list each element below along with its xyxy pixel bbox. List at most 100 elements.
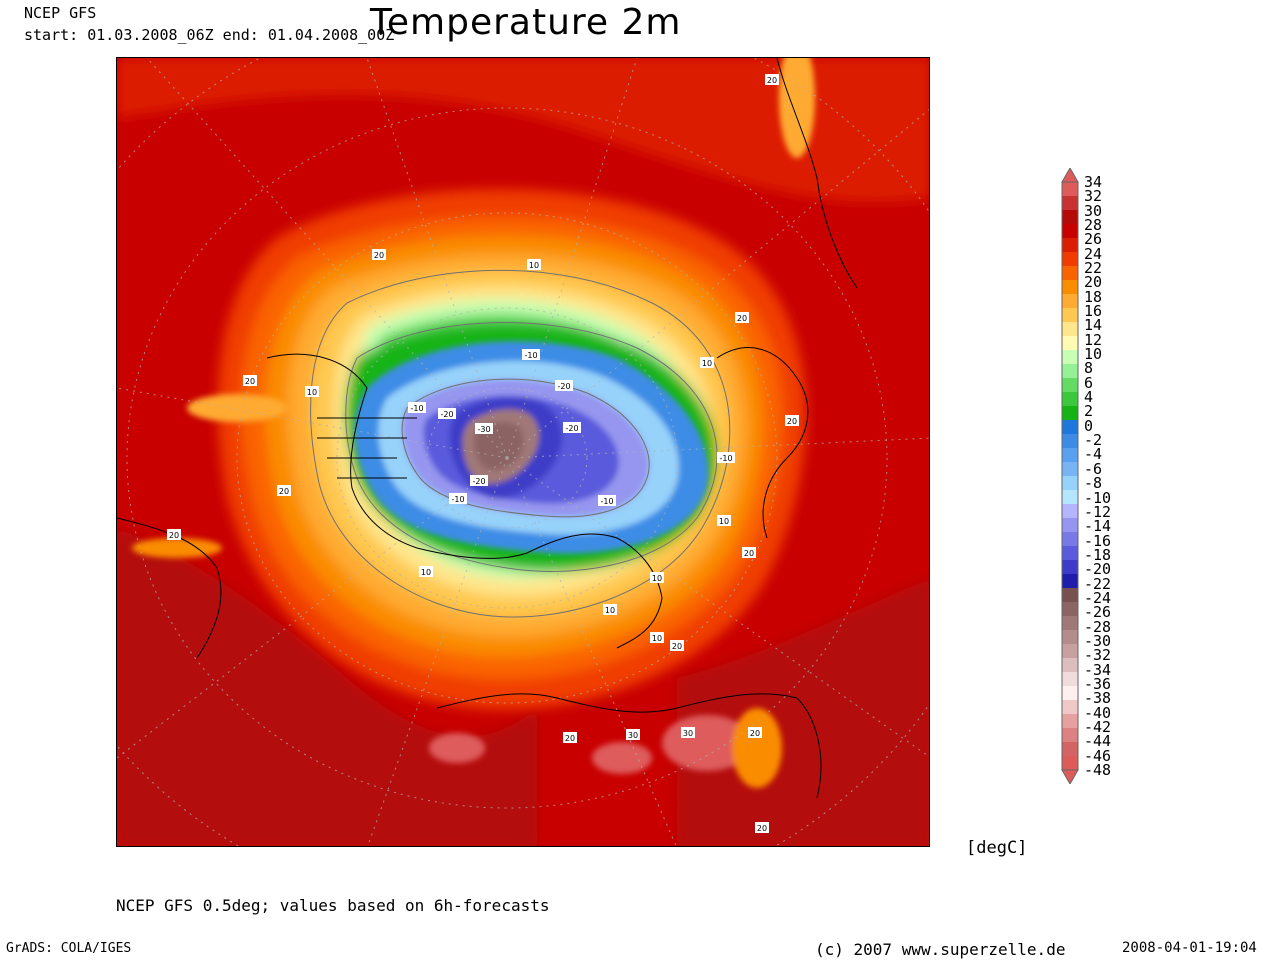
contour-label: 20 (245, 377, 255, 386)
legend-swatch (1062, 420, 1078, 435)
legend-swatch (1062, 252, 1078, 267)
legend-swatch (1062, 742, 1078, 757)
legend-arrow-top (1061, 168, 1079, 183)
legend-swatch (1062, 280, 1078, 295)
legend-swatch (1062, 490, 1078, 505)
legend-tick-label: -30 (1084, 631, 1112, 650)
legend-tick-label: 6 (1084, 373, 1094, 392)
legend-swatch (1062, 210, 1078, 225)
contour-label: -10 (600, 497, 613, 506)
legend-tick-label: -28 (1084, 617, 1112, 636)
legend-tick-label: -4 (1084, 445, 1103, 464)
contour-label: -10 (524, 351, 537, 360)
legend-swatch (1062, 616, 1078, 631)
legend-swatch (1062, 728, 1078, 743)
legend-swatch (1062, 560, 1078, 575)
contour-label: -20 (440, 410, 453, 419)
contour-label: 20 (744, 549, 754, 558)
contour-label: -20 (472, 477, 485, 486)
legend-swatch (1062, 238, 1078, 253)
legend-swatch (1062, 588, 1078, 603)
legend-tick-label: 34 (1084, 173, 1103, 191)
contour-label: 10 (529, 261, 539, 270)
contour-label: 20 (169, 531, 179, 540)
legend-swatch (1062, 266, 1078, 281)
software-credit: GrADS: COLA/IGES (6, 941, 132, 956)
legend-swatch (1062, 462, 1078, 477)
legend-swatch (1062, 518, 1078, 533)
legend-swatch (1062, 406, 1078, 421)
model-source: NCEP GFS (24, 4, 97, 22)
contour-label: 10 (605, 606, 615, 615)
legend-colorbar (1061, 168, 1079, 784)
legend-tick-label: 8 (1084, 359, 1094, 378)
legend-arrow-bottom (1061, 769, 1079, 784)
contour-label: 10 (307, 388, 317, 397)
legend-swatch (1062, 532, 1078, 547)
legend-tick-label: 22 (1084, 259, 1103, 278)
contour-label: 20 (374, 251, 384, 260)
legend-tick-label: 2 (1084, 402, 1094, 421)
legend-tick-label: -12 (1084, 502, 1112, 521)
color-legend: 34 32 30 28 26 24 22 20 18 16 14 12 10 8 6 4 2 0 -2 -4 -6 -8-… (1060, 168, 1220, 784)
copyright: (c) 2007 www.superzelle.de (815, 940, 1066, 959)
legend-tick-label: -18 (1084, 545, 1112, 564)
legend-tick-label: 32 (1084, 187, 1103, 206)
polar-cold-core (354, 341, 709, 554)
legend-swatch (1062, 392, 1078, 407)
legend-swatch (1062, 322, 1078, 337)
contour-label: -30 (477, 425, 490, 434)
legend-swatch (1062, 196, 1078, 211)
legend-unit: [degC] (966, 838, 1028, 858)
legend-swatch (1062, 756, 1078, 771)
temperature-map: 20 20 20 20 20 20 20 20 20 20 20 20 30 3… (116, 57, 930, 847)
legend-tick-label: 12 (1084, 330, 1103, 349)
contour-label: 20 (279, 487, 289, 496)
graticule (117, 58, 929, 846)
legend-swatch (1062, 224, 1078, 239)
legend-tick-label: 10 (1084, 345, 1103, 364)
legend-swatch (1062, 574, 1078, 589)
legend-tick-label: 26 (1084, 230, 1103, 249)
legend-tick-label: 30 (1084, 201, 1103, 220)
legend-tick-label: -6 (1084, 459, 1103, 478)
legend-swatch (1062, 672, 1078, 687)
legend-swatch (1062, 308, 1078, 323)
legend-tick-label: -16 (1084, 531, 1112, 550)
legend-swatch (1062, 336, 1078, 351)
legend-tick-label: -40 (1084, 703, 1112, 722)
contour-label: 10 (702, 359, 712, 368)
legend-tick-label: -48 (1084, 761, 1112, 779)
contour-label: 20 (672, 642, 682, 651)
coastlines (117, 58, 858, 799)
legend-swatch (1062, 378, 1078, 393)
contour-label: -10 (719, 454, 732, 463)
contour-label: -10 (451, 495, 464, 504)
legend-swatch (1062, 350, 1078, 365)
legend-tick-label: -26 (1084, 603, 1112, 622)
legend-swatch (1062, 182, 1078, 197)
contour-label: 20 (750, 729, 760, 738)
forecast-period: start: 01.03.2008_06Z end: 01.04.2008_00… (24, 26, 395, 44)
contour-labels: 20 20 20 20 20 20 20 20 20 20 20 20 30 3… (167, 74, 799, 833)
legend-tick-label: 14 (1084, 316, 1103, 335)
legend-tick-label: 24 (1084, 244, 1103, 263)
legend-swatch (1062, 714, 1078, 729)
contour-label: 30 (628, 731, 638, 740)
contour-label: -10 (410, 404, 423, 413)
timestamp: 2008-04-01-19:04 (1122, 940, 1257, 956)
legend-tick-label: -20 (1084, 560, 1112, 579)
legend-tick-label: 28 (1084, 216, 1103, 235)
legend-tick-label: -24 (1084, 588, 1112, 607)
contour-label: 10 (652, 634, 662, 643)
legend-tick-label: -22 (1084, 574, 1112, 593)
contour-label: 20 (757, 824, 767, 833)
contour-label: 20 (737, 314, 747, 323)
legend-swatch (1062, 700, 1078, 715)
legend-tick-label: -46 (1084, 746, 1112, 765)
legend-swatch (1062, 686, 1078, 701)
legend-tick-label: -10 (1084, 488, 1112, 507)
legend-tick-label: -14 (1084, 517, 1112, 536)
contour-label: 10 (421, 568, 431, 577)
legend-swatch (1062, 644, 1078, 659)
